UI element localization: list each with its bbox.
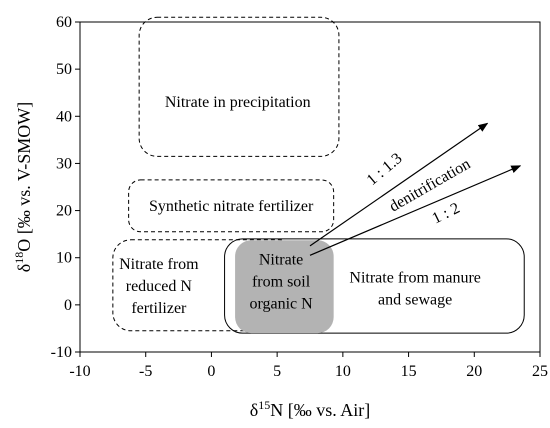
- region-label-reduced: Nitrate from reduced N fertilizer: [119, 256, 199, 317]
- y-tick-label: -10: [51, 344, 72, 361]
- x-tick-label: 25: [532, 363, 548, 380]
- ratio-1-1.3-label: 1 : 1.3: [364, 150, 406, 189]
- x-tick-label: 10: [335, 363, 351, 380]
- region-label-manure: Nitrate from manure and sewage: [349, 269, 481, 308]
- region-precipitation: [138, 16, 340, 157]
- x-axis-label: δ15N [‰ vs. Air]: [250, 398, 370, 420]
- x-axis-label-rest: N [‰ vs. Air]: [270, 400, 370, 420]
- region-label-line: organic N: [249, 295, 313, 312]
- arrow-ratio-1-2: [309, 165, 522, 256]
- y-tick-label: 60: [56, 14, 72, 31]
- y-tick-label: 50: [56, 61, 72, 78]
- region-label-line: Synthetic nitrate fertilizer: [149, 198, 314, 215]
- region-label-synthetic: Synthetic nitrate fertilizer: [149, 198, 314, 215]
- y-axis-label-rest: O [‰ vs. V-SMOW]: [14, 102, 34, 252]
- x-axis-label-prefix: δ: [250, 400, 258, 420]
- ratio-1-2-label: 1 : 2: [430, 200, 463, 228]
- x-tick-label: -10: [69, 363, 90, 380]
- region-label-line: Nitrate from manure: [349, 269, 481, 286]
- region-label-line: fertilizer: [131, 300, 187, 317]
- x-tick-label: -5: [139, 363, 152, 380]
- region-label-line: Nitrate: [259, 251, 303, 268]
- x-tick-label: 15: [401, 363, 417, 380]
- x-axis-label-sup: 15: [258, 398, 270, 412]
- y-axis-label: δ18O [‰ vs. V-SMOW]: [12, 102, 34, 273]
- y-tick-label: 20: [56, 203, 72, 220]
- region-label-line: and sewage: [378, 291, 452, 308]
- x-tick-label: 5: [273, 363, 281, 380]
- arrow-ratio-1-1.3: [309, 122, 489, 247]
- y-tick-label: 10: [56, 250, 72, 267]
- region-manure: [224, 238, 525, 334]
- y-tick-label: 40: [56, 108, 72, 125]
- region-label-line: reduced N: [126, 278, 193, 295]
- y-tick-label: 30: [56, 155, 72, 172]
- region-label-precipitation: Nitrate in precipitation: [165, 94, 311, 111]
- x-tick-label: 0: [207, 363, 215, 380]
- region-label-line: from soil: [252, 273, 311, 290]
- region-label-line: Nitrate from: [119, 256, 199, 273]
- y-tick-label: 0: [64, 297, 72, 314]
- y-axis-label-sup: 18: [12, 252, 26, 264]
- region-label-soil: Nitrate from soil organic N: [249, 251, 313, 312]
- plot-area-frame: [79, 21, 541, 353]
- region-label-line: Nitrate in precipitation: [165, 94, 311, 111]
- y-axis-label-prefix: δ: [14, 264, 34, 272]
- region-soil: [235, 240, 334, 334]
- x-tick-label: 20: [466, 363, 482, 380]
- region-synthetic: [128, 179, 335, 233]
